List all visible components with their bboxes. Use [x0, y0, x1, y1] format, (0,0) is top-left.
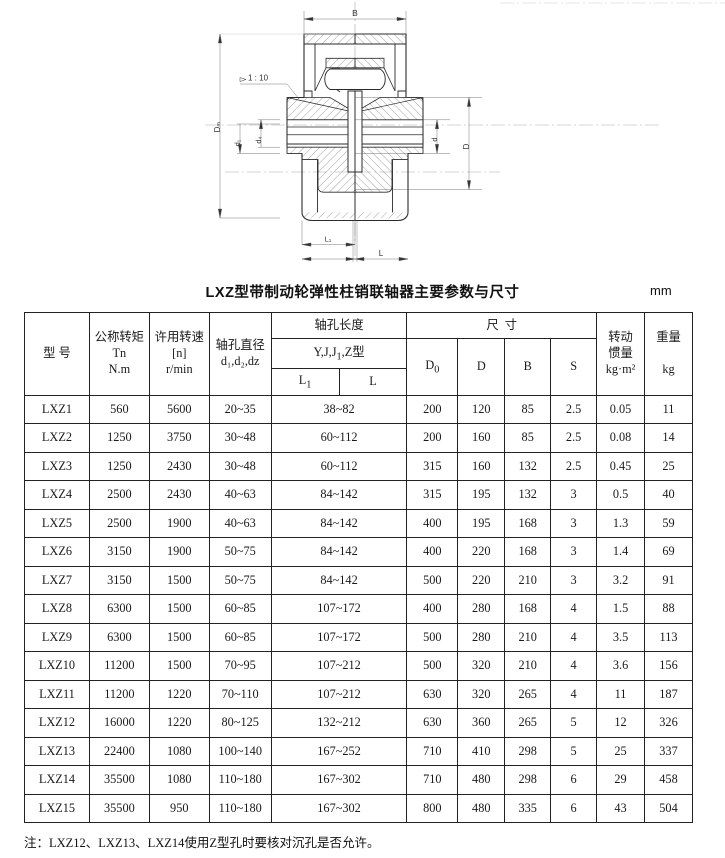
svg-text:L: L: [379, 249, 384, 258]
svg-text:L₁: L₁: [325, 235, 332, 244]
svg-text:B: B: [352, 8, 358, 18]
svg-text:d₄: d₄: [254, 136, 263, 143]
svg-text:d₁: d₁: [233, 139, 242, 146]
svg-text:d: d: [430, 137, 439, 141]
svg-text:D: D: [462, 143, 471, 149]
svg-text:Dₘ: Dₘ: [213, 122, 222, 133]
svg-text:1 : 10: 1 : 10: [248, 74, 269, 83]
